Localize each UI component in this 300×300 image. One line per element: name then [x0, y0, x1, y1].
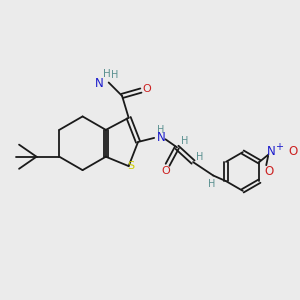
Text: H: H	[181, 136, 188, 146]
Text: H: H	[196, 152, 203, 162]
Text: O: O	[162, 166, 171, 176]
Text: O: O	[142, 84, 151, 94]
Text: N: N	[266, 145, 275, 158]
Text: H: H	[103, 69, 111, 79]
Text: H: H	[157, 125, 165, 135]
Text: +: +	[275, 142, 284, 152]
Text: N: N	[157, 131, 165, 144]
Text: N: N	[95, 76, 104, 89]
Text: O: O	[288, 145, 298, 158]
Text: S: S	[127, 161, 134, 171]
Text: H: H	[208, 179, 216, 189]
Text: H: H	[111, 70, 118, 80]
Text: O: O	[265, 165, 274, 178]
